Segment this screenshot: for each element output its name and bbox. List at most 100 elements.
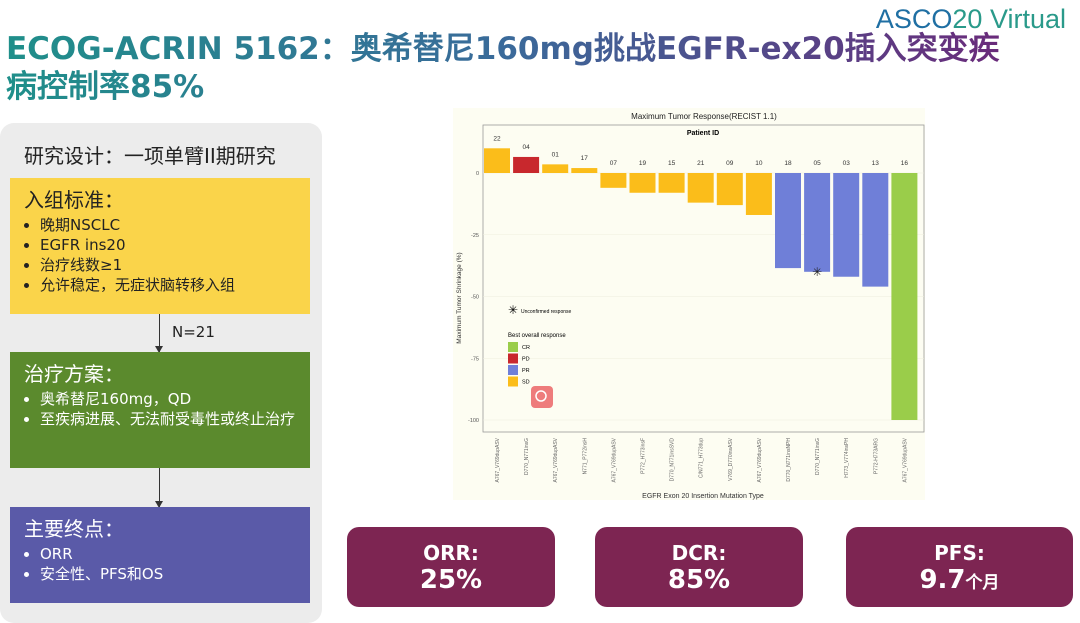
zoom-button[interactable] — [531, 386, 553, 408]
patient-id-label: 03 — [843, 160, 851, 167]
patient-id-label: 09 — [726, 160, 734, 167]
patient-id-label: 04 — [522, 144, 530, 151]
bar — [629, 173, 656, 193]
x-tick-label: A767_V769dupASV — [757, 437, 763, 482]
endpoints-box: 主要终点： ORR安全性、PFS和OS — [10, 507, 310, 603]
x-tick-label: A767_V769dupASV — [611, 437, 617, 482]
logo-year: 20 — [952, 4, 983, 34]
list-item: 奥希替尼160mg，QD — [40, 389, 296, 409]
orr-label: ORR: — [423, 541, 479, 565]
patient-id-label: 18 — [784, 160, 792, 167]
x-axis-label: EGFR Exon 20 Insertion Mutation Type — [642, 493, 764, 500]
bar — [775, 173, 801, 269]
patient-id-label: 07 — [610, 160, 618, 167]
endpoints-heading: 主要终点： — [24, 517, 124, 541]
arrow-down-icon — [155, 468, 163, 508]
x-tick-label: P772-H773ARG — [873, 438, 879, 474]
logo-asco: ASCO — [875, 4, 953, 34]
y-tick-label: -25 — [471, 233, 479, 239]
x-tick-label: V769_D770insASV — [728, 437, 734, 480]
legend-swatch — [508, 353, 518, 364]
bar — [658, 173, 685, 193]
inclusion-criteria-box: 入组标准： 晚期NSCLCEGFR ins20治疗线数≥1允许稳定，无症状脑转移… — [10, 178, 310, 314]
patient-id-label: 13 — [872, 160, 880, 167]
dcr-value: 85% — [667, 565, 731, 595]
y-tick-label: -100 — [468, 418, 479, 424]
legend-label: PR — [522, 368, 530, 374]
sample-size: N=21 — [172, 323, 215, 341]
y-tick-label: -50 — [471, 295, 479, 301]
unconfirmed-marker: ✳ — [812, 265, 822, 279]
asterisk-icon: ✳ — [508, 303, 518, 317]
asco-logo: ASCO20 Virtual — [876, 4, 1066, 35]
y-tick-label: -75 — [471, 356, 479, 362]
x-tick-label: C/N771_H773dup — [699, 438, 705, 478]
bar — [600, 173, 627, 188]
patient-id-label: 10 — [755, 160, 763, 167]
chart-subtitle: Patient ID — [687, 130, 719, 137]
list-item: 治疗线数≥1 — [40, 255, 296, 275]
logo-virtual: Virtual — [982, 4, 1066, 34]
list-item: 晚期NSCLC — [40, 215, 296, 235]
list-item: 允许稳定，无症状脑转移入组 — [40, 275, 296, 295]
patient-id-label: 17 — [581, 155, 589, 162]
legend-swatch — [508, 376, 518, 387]
bar — [862, 173, 889, 287]
bar — [571, 168, 598, 173]
pfs-value: 9.7 — [919, 565, 966, 595]
x-tick-label: D770_N771insG — [815, 438, 821, 475]
legend: ✳ Unconfirmed response Best overall resp… — [508, 303, 572, 387]
patient-id-label: 21 — [697, 160, 705, 167]
patient-id-label: 22 — [493, 135, 501, 142]
legend-marker-label: Unconfirmed response — [521, 309, 572, 315]
list-item: ORR — [40, 544, 296, 564]
waterfall-chart: Maximum Tumor Response(RECIST 1.1) Patie… — [453, 108, 925, 500]
legend-swatch — [508, 365, 518, 375]
bar — [716, 173, 743, 206]
patient-id-label: 19 — [639, 160, 647, 167]
y-tick-label: 0 — [476, 171, 479, 177]
bar — [687, 173, 714, 203]
patient-id-label: 05 — [813, 160, 821, 167]
patient-id-label: 01 — [552, 151, 560, 158]
plot-border — [482, 124, 925, 433]
list-item: 安全性、PFS和OS — [40, 564, 296, 584]
patient-id-label: 15 — [668, 160, 676, 167]
orr-card: ORR: 25% — [347, 527, 555, 607]
x-tick-label: A767_V769dupASV — [902, 437, 908, 482]
legend-swatch — [508, 342, 518, 352]
bar — [891, 173, 918, 420]
list-item: 至疾病进展、无法耐受毒性或终止治疗 — [40, 409, 296, 429]
dcr-label: DCR: — [671, 541, 727, 565]
x-tick-label: D770_N771insSVD — [670, 438, 676, 482]
bar — [513, 156, 540, 173]
y-axis-label: Maximum Tumor Shrinkage (%) — [456, 252, 463, 343]
x-tick-label: D770_N771insNPH — [786, 438, 792, 482]
treatment-box: 治疗方案： 奥希替尼160mg，QD至疾病进展、无法耐受毒性或终止治疗 — [10, 352, 310, 468]
x-tick-label: H773_V774insPH — [844, 438, 850, 478]
legend-title: Best overall response — [508, 333, 566, 339]
legend-label: SD — [522, 380, 530, 386]
x-tick-label: P772_H773insF — [641, 438, 647, 474]
bar — [804, 173, 831, 272]
pfs-unit: 个月 — [965, 573, 1000, 593]
bar — [542, 164, 569, 173]
legend-label: CR — [522, 345, 530, 351]
study-design-label: 研究设计：一项单臂II期研究 — [24, 144, 276, 168]
x-tick-label: A767_V769dupASV — [553, 437, 559, 482]
x-tick-label: A767_V769dupASV — [495, 437, 501, 482]
orr-value: 25% — [419, 565, 483, 595]
pfs-label: PFS: — [934, 541, 985, 565]
slide-title: ECOG-ACRIN 5162：奥希替尼160mg挑战EGFR-ex20插入突变… — [6, 30, 1006, 106]
dcr-card: DCR: 85% — [595, 527, 803, 607]
pfs-card: PFS: 9.7个月 — [846, 527, 1073, 607]
inclusion-heading: 入组标准： — [24, 188, 124, 212]
list-item: EGFR ins20 — [40, 235, 296, 255]
bar — [484, 148, 510, 173]
x-tick-label: D770_N771insG — [524, 438, 530, 475]
patient-id-label: 16 — [901, 160, 909, 167]
x-tick-label: N771_P772insH — [582, 438, 588, 475]
chart-title: Maximum Tumor Response(RECIST 1.1) — [631, 112, 777, 121]
arrow-down-icon — [155, 314, 163, 353]
magnifier-icon — [535, 390, 547, 402]
